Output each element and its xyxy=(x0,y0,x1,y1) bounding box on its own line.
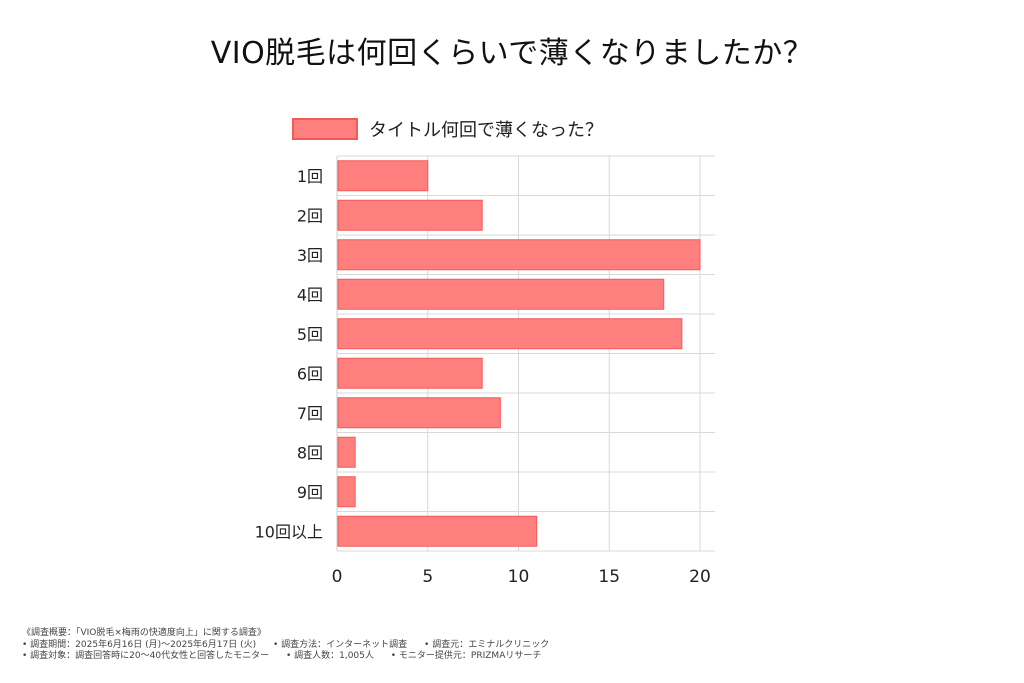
footer-line-3: • 調査対象：調査回答時に20～40代女性と回答したモニター • 調査人数：1,… xyxy=(22,651,563,663)
bar-5 xyxy=(337,318,683,350)
x-tick-label: 20 xyxy=(689,567,711,587)
x-tick-label: 5 xyxy=(422,567,433,587)
bar-1 xyxy=(337,160,429,192)
survey-provider: • モニター提供元：PRIZMAリサーチ xyxy=(390,651,542,661)
bar-3 xyxy=(337,239,701,271)
category-label: 3回 xyxy=(297,246,323,265)
x-tick-label: 10 xyxy=(508,567,530,587)
survey-overview: 《調査概要：「VIO脱毛×梅雨の快適度向上」に関する調査》 xyxy=(22,628,266,638)
legend-label: タイトル何回で薄くなった？ xyxy=(369,120,603,141)
x-tick-label: 15 xyxy=(598,567,620,587)
bar-4 xyxy=(337,278,665,310)
category-label: 10回以上 xyxy=(255,522,323,541)
survey-method: • 調査方法：インターネット調査 xyxy=(272,639,408,650)
category-label: 2回 xyxy=(297,206,323,225)
survey-count: • 調査人数：1,005人 xyxy=(285,651,374,661)
category-label: 1回 xyxy=(297,167,323,186)
bar-7 xyxy=(337,397,501,429)
category-label: 6回 xyxy=(297,364,323,383)
category-label: 5回 xyxy=(297,325,323,344)
survey-period: • 調査期間：2025年6月16日 (月)～2025年6月17日 (火) xyxy=(22,639,257,650)
bar-2 xyxy=(337,199,483,231)
legend-swatch xyxy=(292,118,358,140)
category-label: 9回 xyxy=(297,483,323,502)
survey-footer: 《調査概要：「VIO脱毛×梅雨の快適度向上」に関する調査》 • 調査期間：202… xyxy=(22,628,563,663)
survey-source: • 調査元：エミナルクリニック xyxy=(424,639,550,650)
bar-10 xyxy=(337,515,538,547)
bar-8 xyxy=(337,436,356,468)
page-title: VIO脱毛は何回くらいで薄くなりましたか？ xyxy=(210,36,814,71)
category-label: 8回 xyxy=(297,443,323,462)
survey-target: • 調査対象：調査回答時に20～40代女性と回答したモニター xyxy=(22,651,270,661)
category-label: 4回 xyxy=(297,285,323,304)
bar-9 xyxy=(337,476,356,508)
bar-6 xyxy=(337,357,483,389)
footer-line-1: 《調査概要：「VIO脱毛×梅雨の快適度向上」に関する調査》 xyxy=(22,628,563,640)
category-label: 7回 xyxy=(297,404,323,423)
x-tick-label: 0 xyxy=(332,567,343,587)
footer-line-2: • 調査期間：2025年6月16日 (月)～2025年6月17日 (火) • 調… xyxy=(22,640,563,652)
